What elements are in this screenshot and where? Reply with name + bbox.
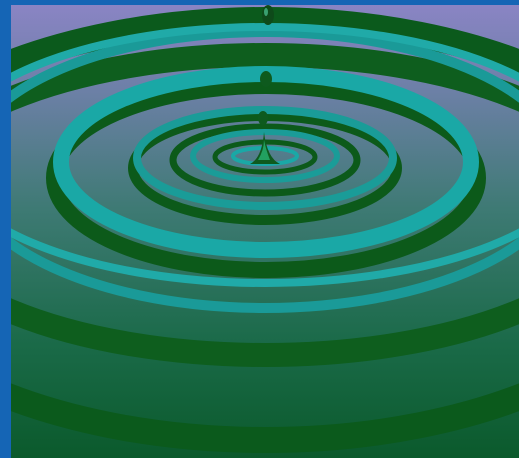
splash-highlight [258,140,270,160]
drop [260,71,272,87]
ripple [190,129,340,183]
ripple-shadow [11,43,519,367]
ripple [169,123,361,197]
drop [262,5,274,25]
ripple [11,27,519,313]
drop [258,111,268,125]
ripple [11,23,519,287]
ripple [133,106,397,210]
drop-highlight [264,8,268,16]
